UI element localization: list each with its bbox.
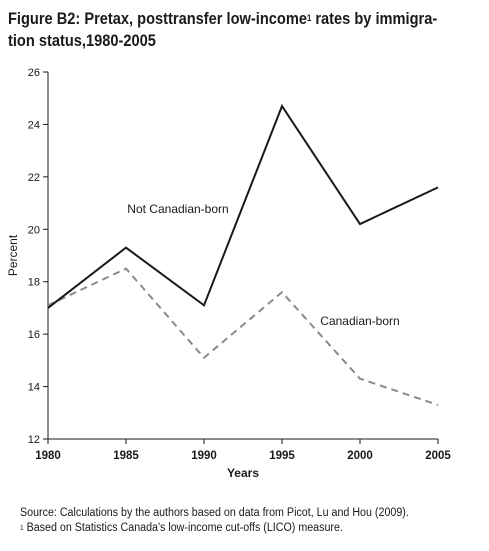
series-label-not-canadian-born: Not Canadian-born [127, 202, 228, 216]
x-tick-label: 2005 [425, 450, 451, 462]
y-axis-title: Percent [6, 234, 20, 276]
x-axis-title: Years [227, 466, 259, 480]
y-tick-label: 22 [28, 172, 40, 184]
title-footnote-marker: 1 [306, 13, 312, 23]
lico-note-text: Based on Statistics Canada's low-income … [23, 522, 343, 534]
title-text-part1: Figure B2: Pretax, posttransfer low-inco… [8, 9, 307, 28]
series-label-canadian-born: Canadian-born [320, 314, 399, 328]
y-tick-label: 26 [28, 67, 40, 79]
y-tick-label: 18 [28, 277, 40, 289]
axis-labels: 12 14 16 18 20 22 24 26 1980 1985 1990 1995 2000 2005… [6, 67, 451, 480]
source-note: Source: Calculations by the authors base… [20, 507, 409, 519]
x-tick-label: 1985 [113, 450, 139, 462]
title-line-1: Figure B2: Pretax, posttransfer low-inco… [8, 8, 437, 30]
series-line-not-canadian-born [47, 103, 439, 309]
y-tick-label: 12 [28, 434, 40, 446]
figure-title: Figure B2: Pretax, posttransfer low-inco… [8, 8, 437, 52]
x-tick-label: 1990 [191, 450, 217, 462]
x-tick-label: 1980 [35, 450, 61, 462]
x-tick-label: 2000 [347, 450, 373, 462]
title-text-part2: rates by immigra- [311, 9, 438, 28]
y-tick-label: 16 [28, 329, 40, 341]
series-line-canadian-born [47, 267, 439, 406]
y-tick-label: 24 [28, 119, 40, 131]
lico-note: 1 Based on Statistics Canada's low-incom… [20, 521, 409, 536]
x-tick-label: 1995 [269, 450, 295, 462]
series-lines [47, 103, 439, 406]
footnotes: Source: Calculations by the authors base… [20, 506, 409, 536]
y-tick-label: 14 [28, 382, 40, 394]
y-tick-label: 20 [28, 224, 40, 236]
lico-note-marker: 1 [20, 525, 24, 532]
title-line-2: tion status,1980-2005 [8, 31, 156, 50]
axes [43, 71, 439, 444]
